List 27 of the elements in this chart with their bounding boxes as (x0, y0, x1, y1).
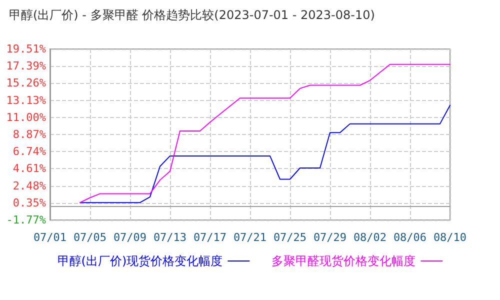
x-tick-label: 07/25 (273, 231, 307, 244)
x-tick-label: 07/29 (313, 231, 347, 244)
legend-label: 甲醇(出厂价)现货价格变化幅度 (57, 254, 223, 268)
legend-label: 多聚甲醛现货价格变化幅度 (272, 254, 416, 268)
y-tick-label: 0.35% (12, 196, 46, 210)
y-tick-label: 8.87% (12, 128, 46, 141)
y-tick-label: 6.74% (12, 145, 46, 158)
x-tick-label: 07/09 (113, 231, 147, 244)
x-tick-label: 08/06 (393, 231, 427, 244)
y-tick-label: 11.00% (6, 110, 46, 124)
line-series (80, 64, 450, 204)
y-tick-label: -1.77% (6, 214, 46, 226)
chart-title: 甲醇(出厂价) - 多聚甲醛 价格趋势比较(2023-07-01 - 2023-08-10) (9, 8, 375, 22)
y-tick-label: 17.39% (6, 60, 46, 73)
x-tick-label: 07/05 (73, 231, 107, 244)
x-tick-label: 07/13 (153, 231, 187, 244)
y-tick-label: 2.48% (12, 179, 46, 192)
line-series (80, 104, 450, 204)
x-tick-label: 08/10 (433, 231, 467, 244)
x-tick-label: 07/21 (233, 231, 267, 244)
x-tick-label: 07/17 (193, 231, 227, 244)
x-tick-label: 08/02 (353, 231, 387, 244)
y-tick-label: 15.26% (6, 76, 46, 90)
x-tick-label: 07/01 (33, 231, 67, 244)
y-tick-label: 19.51% (6, 42, 46, 56)
y-tick-label: 13.13% (6, 94, 46, 107)
y-tick-label: 4.61% (12, 162, 46, 176)
